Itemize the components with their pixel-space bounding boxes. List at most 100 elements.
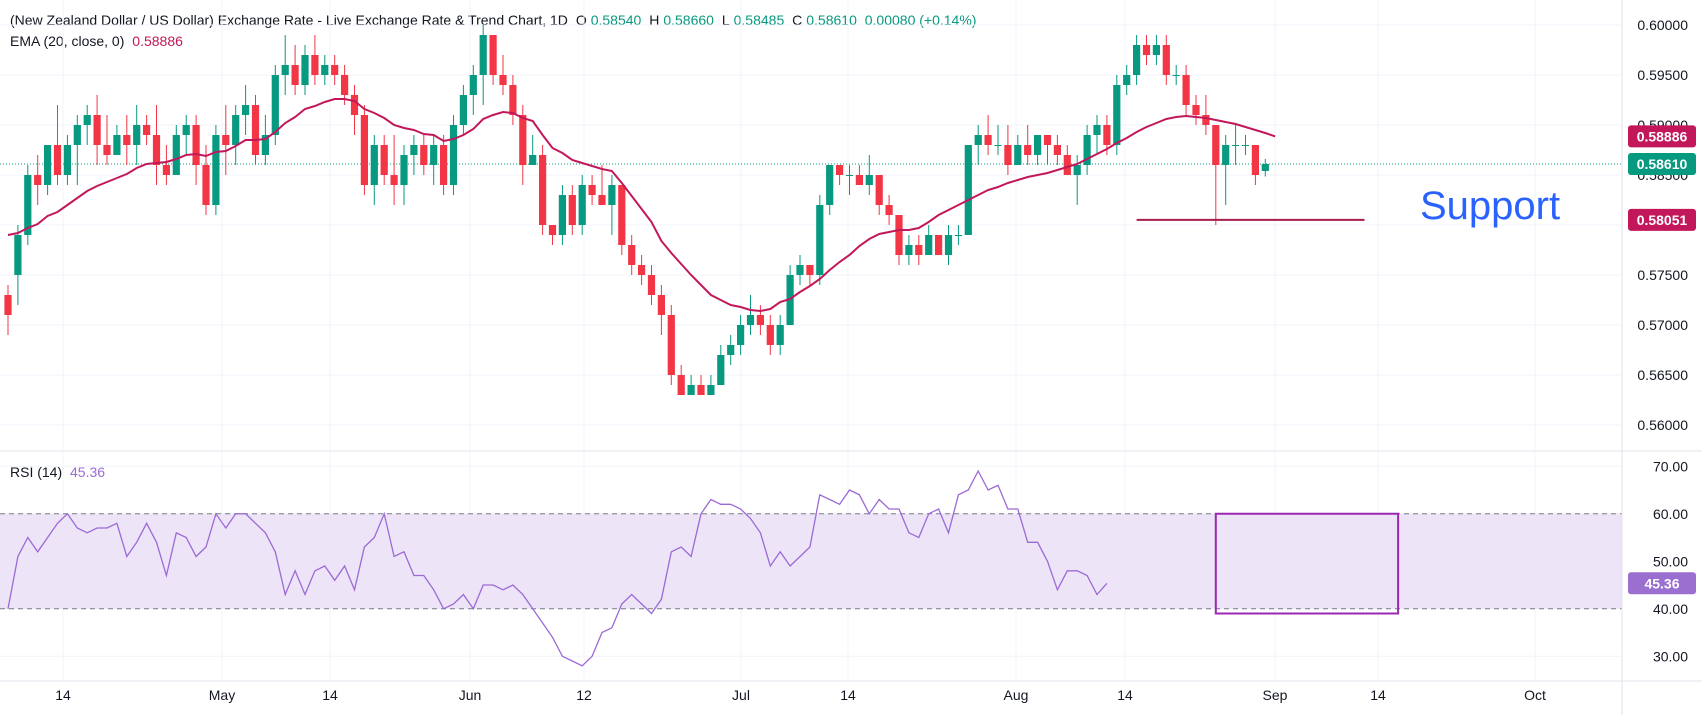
candle-body: [529, 155, 537, 165]
candle-body: [143, 125, 151, 135]
candle-body: [499, 75, 507, 85]
candle-body: [63, 145, 71, 175]
candle-body: [321, 65, 329, 75]
last-price-badge: 0.58610: [1628, 153, 1696, 175]
candle-body: [1024, 145, 1032, 155]
rsi-highlight-box: [1214, 512, 1400, 615]
candle-body: [568, 195, 576, 225]
candle-body: [875, 175, 883, 205]
time-tick-label: 14: [1370, 687, 1386, 703]
candle-body: [251, 105, 260, 155]
candle-body: [756, 315, 764, 325]
candle-body: [1241, 145, 1250, 146]
candle-body: [103, 145, 111, 155]
candle-body: [390, 175, 398, 185]
candle-body: [291, 65, 299, 85]
price-tick-label: 0.56500: [1637, 367, 1688, 383]
candle-body: [1212, 125, 1220, 165]
candle-body: [420, 145, 428, 165]
ohlc-change: 0.00080 (+0.14%): [864, 12, 977, 28]
candle-body: [717, 355, 725, 385]
candle-body: [816, 205, 824, 275]
candle-body: [766, 325, 774, 345]
candle-body: [687, 385, 695, 395]
candle-body: [905, 245, 913, 255]
candle-body: [954, 235, 962, 236]
candle-body: [44, 145, 52, 185]
candle-body: [93, 115, 101, 145]
candle-body: [301, 55, 309, 85]
candle-body: [826, 165, 834, 205]
rsi-axis: 70.00 60.00 50.00 40.00 30.00: [1653, 458, 1688, 664]
candle-body: [548, 225, 557, 235]
candle-body: [1152, 45, 1160, 55]
candle-body: [281, 65, 289, 75]
candle-body: [172, 135, 180, 175]
time-tick-label: 12: [576, 687, 592, 703]
candle-body: [855, 175, 863, 185]
candle-body: [1073, 165, 1081, 175]
candle-body: [261, 135, 269, 155]
candle-body: [489, 35, 497, 75]
candle-body: [24, 175, 32, 235]
candle-body: [370, 145, 378, 185]
candle-body: [746, 315, 755, 325]
ohlc-close-value: 0.58610: [806, 12, 857, 28]
candle-body: [449, 125, 458, 185]
candle-body: [608, 185, 616, 205]
svg-text:0.58610: 0.58610: [1637, 156, 1688, 172]
candle-body: [865, 175, 873, 185]
candle-body: [1093, 125, 1101, 135]
rsi-tick-label: 60.00: [1653, 506, 1688, 522]
rsi-tick-label: 40.00: [1653, 601, 1688, 617]
candle-body: [727, 345, 735, 355]
candle-body: [558, 195, 566, 235]
ohlc-low-label: L: [721, 12, 730, 28]
candle-body: [509, 85, 517, 115]
candle-body: [1004, 145, 1012, 165]
candle-body: [935, 235, 943, 255]
candlestick-series: [4, 25, 1269, 395]
candle-body: [232, 115, 240, 145]
candle-body: [806, 265, 814, 275]
candle-body: [796, 265, 804, 275]
rsi-tick-label: 70.00: [1653, 458, 1688, 474]
candle-body: [697, 385, 705, 395]
ema-legend-value: 0.58886: [132, 33, 183, 49]
candle-body: [845, 175, 854, 176]
candle-body: [776, 325, 784, 345]
candle-body: [152, 135, 161, 165]
price-tick-label: 0.59500: [1637, 67, 1688, 83]
support-price-badge: 0.58051: [1628, 208, 1696, 231]
rsi-legend: RSI (14) 45.36: [10, 464, 109, 480]
axis-badges: 0.58886 0.58610 0.58051 45.36: [1628, 125, 1696, 595]
candle-body: [4, 295, 12, 315]
candle-body: [133, 125, 141, 145]
candle-body: [459, 95, 467, 125]
time-tick-label: Jun: [459, 687, 482, 703]
candle-body: [1083, 135, 1091, 165]
candle-body: [1053, 145, 1061, 155]
candle-body: [271, 75, 279, 135]
chart-legend-header: (New Zealand Dollar / US Dollar) Exchang…: [10, 12, 980, 28]
candle-body: [14, 235, 22, 275]
rsi-series-line: [7, 469, 1108, 667]
candle-body: [1103, 125, 1111, 145]
candle-body: [341, 75, 349, 95]
candle-body: [350, 95, 359, 115]
ohlc-open-value: 0.58540: [590, 12, 642, 28]
time-tick-label: May: [209, 687, 235, 703]
candle-body: [1202, 115, 1210, 125]
candle-body: [400, 155, 408, 185]
support-annotation: Support: [1420, 184, 1560, 228]
candle-body: [360, 115, 368, 185]
candle-body: [628, 245, 636, 265]
time-tick-label: 14: [322, 687, 338, 703]
candle-body: [677, 375, 685, 395]
candle-body: [994, 145, 1002, 146]
candle-body: [1182, 75, 1190, 105]
candle-body: [430, 145, 438, 165]
candle-body: [34, 175, 42, 185]
candle-body: [588, 185, 596, 195]
